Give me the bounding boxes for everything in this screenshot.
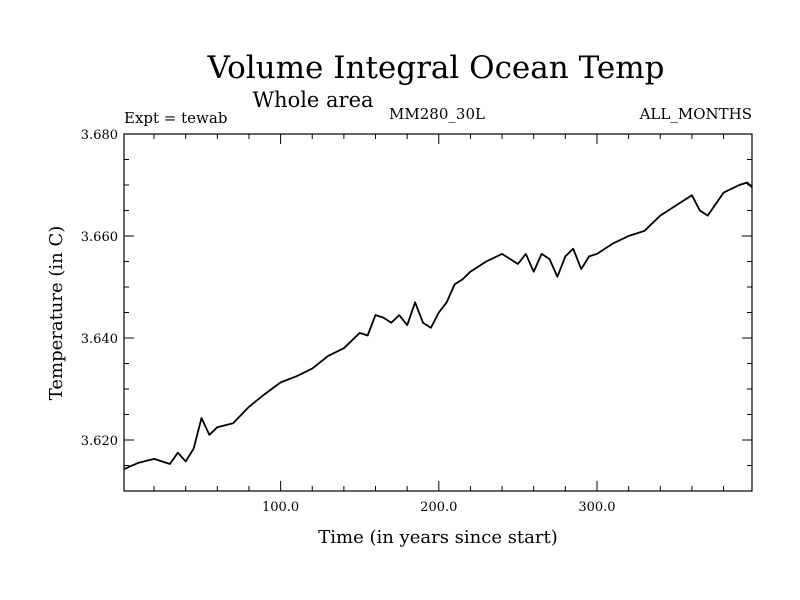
y-tick-label: 3.660: [81, 230, 118, 245]
x-tick-label: 300.0: [578, 500, 615, 515]
annotation-right: ALL_MONTHS: [639, 105, 752, 123]
y-tick-label: 3.680: [81, 128, 118, 143]
annotation-left: Expt = tewab: [124, 109, 227, 127]
x-tick-label: 200.0: [420, 500, 457, 515]
y-tick-label: 3.640: [81, 332, 118, 347]
y-axis-label: Temperature (in C): [46, 226, 67, 401]
x-axis-label: Time (in years since start): [318, 527, 558, 548]
y-tick-label: 3.620: [81, 434, 118, 449]
chart-title: Volume Integral Ocean Temp: [207, 50, 665, 86]
axis-ticks: [124, 133, 752, 492]
tick-labels: 3.620 3.640 3.660 3.680 100.0 200.0 300.0: [81, 128, 616, 515]
x-tick-label: 100.0: [262, 500, 299, 515]
chart-subtitle: Whole area: [252, 88, 373, 112]
series-line: [123, 181, 753, 470]
annotation-center: MM280_30L: [389, 105, 485, 123]
